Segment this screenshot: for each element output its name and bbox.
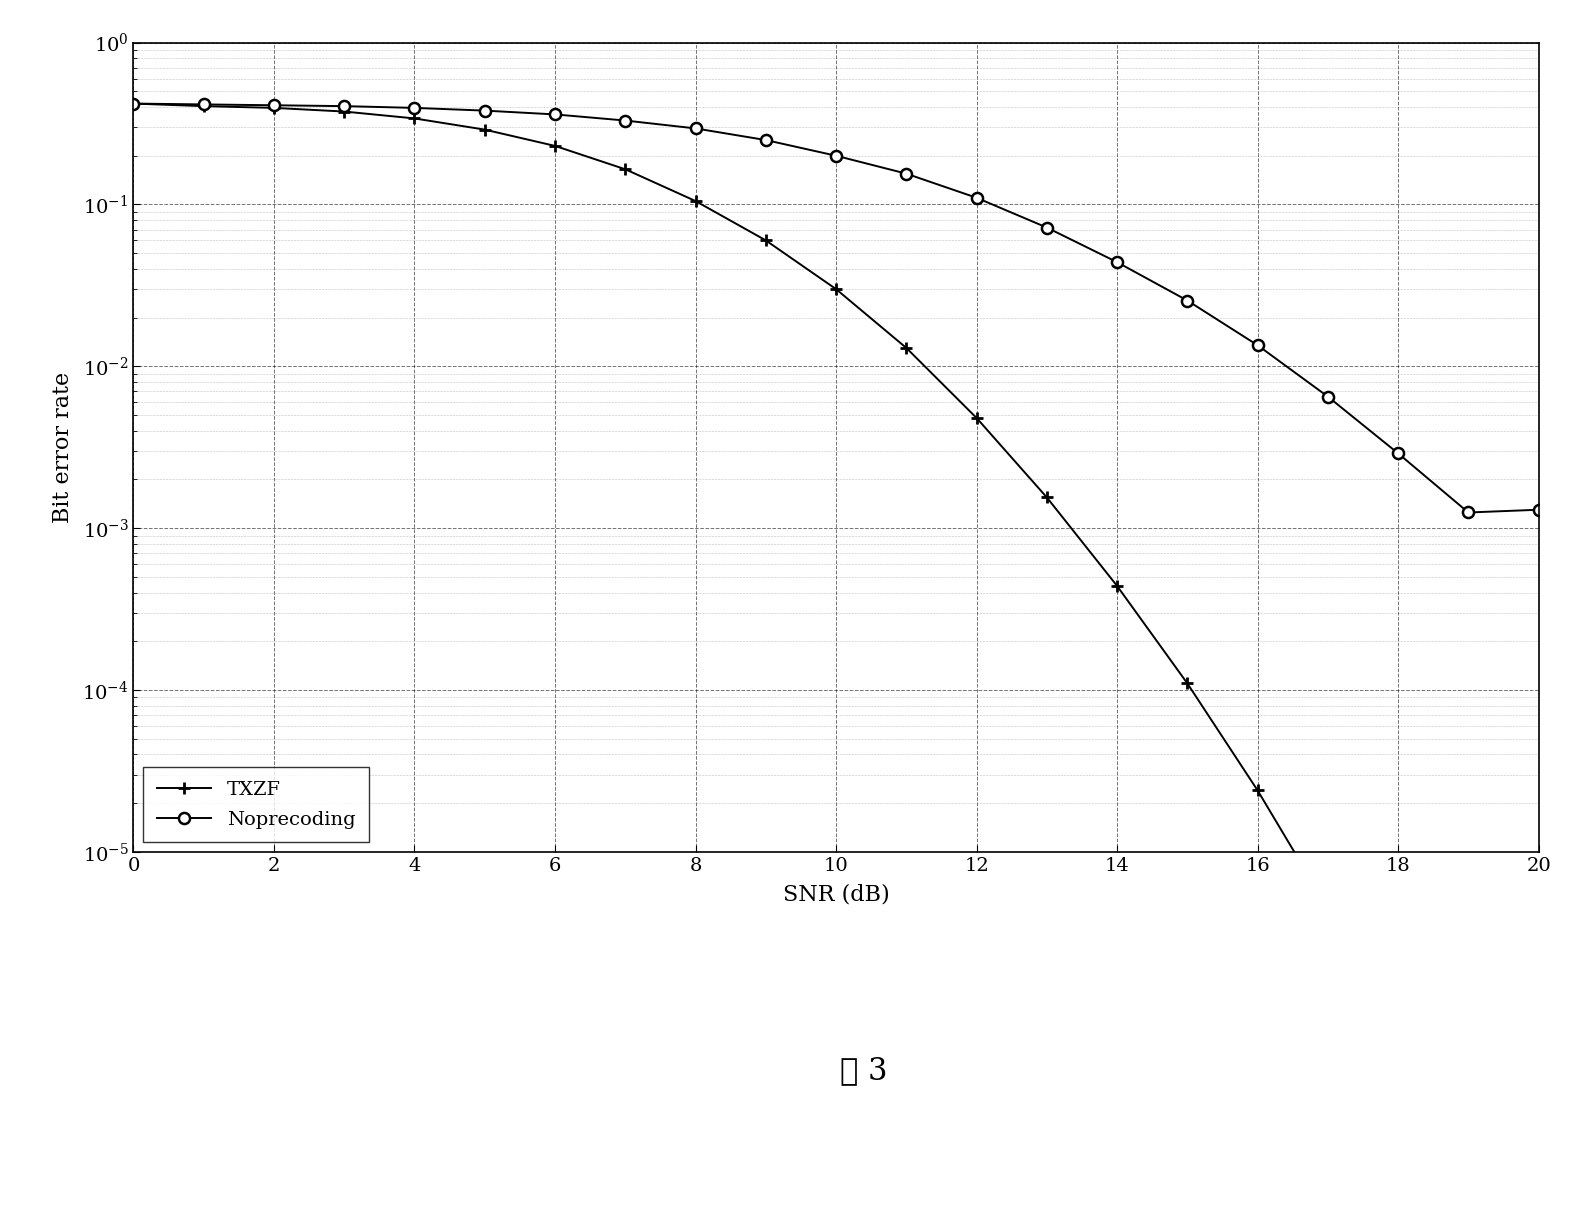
TXZF [1178, 675, 1196, 690]
Noprecoding [124, 96, 143, 111]
Noprecoding [405, 101, 424, 116]
TXZF [615, 162, 634, 176]
TXZF [546, 139, 565, 153]
Noprecoding [334, 99, 353, 113]
Legend: TXZF, Noprecoding: TXZF, Noprecoding [143, 767, 369, 842]
Noprecoding [896, 167, 915, 181]
TXZF [405, 111, 424, 125]
Noprecoding [1319, 389, 1338, 404]
TXZF [195, 99, 214, 113]
Text: 图 3: 图 3 [840, 1055, 887, 1087]
TXZF [476, 123, 495, 138]
TXZF [826, 282, 845, 297]
Noprecoding [195, 97, 214, 112]
X-axis label: SNR (dB): SNR (dB) [783, 884, 889, 905]
TXZF [1248, 783, 1267, 797]
TXZF [686, 194, 705, 208]
Noprecoding [1107, 254, 1126, 269]
Noprecoding [615, 113, 634, 128]
Noprecoding [1529, 503, 1548, 517]
Noprecoding [476, 103, 495, 118]
TXZF [757, 234, 776, 248]
TXZF [334, 105, 353, 119]
Noprecoding [264, 97, 284, 112]
Noprecoding [1459, 505, 1477, 520]
Noprecoding [1388, 447, 1407, 461]
Noprecoding [1248, 338, 1267, 353]
Noprecoding [686, 122, 705, 136]
TXZF [1038, 490, 1057, 505]
TXZF [264, 101, 284, 116]
TXZF [1388, 1027, 1407, 1042]
Y-axis label: Bit error rate: Bit error rate [52, 371, 74, 523]
TXZF [896, 341, 915, 355]
TXZF [967, 410, 986, 425]
TXZF [1319, 901, 1338, 915]
Line: TXZF: TXZF [127, 97, 1545, 1217]
Noprecoding [546, 107, 565, 122]
TXZF [1107, 578, 1126, 593]
Noprecoding [1178, 293, 1196, 308]
Noprecoding [757, 133, 776, 147]
TXZF [124, 96, 143, 111]
Noprecoding [1038, 220, 1057, 235]
Noprecoding [967, 190, 986, 204]
Line: Noprecoding: Noprecoding [127, 99, 1545, 518]
Noprecoding [826, 148, 845, 163]
TXZF [1459, 1161, 1477, 1176]
